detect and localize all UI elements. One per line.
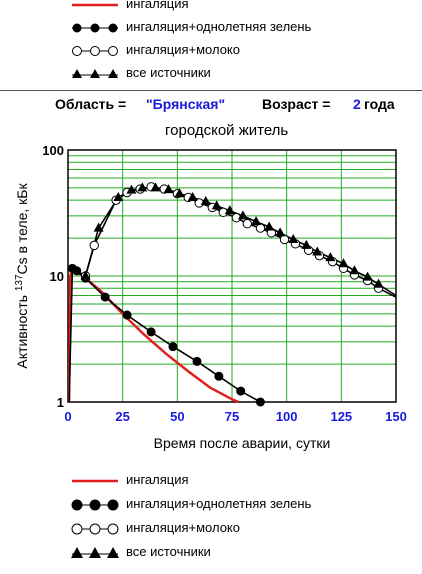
data-point-greens — [146, 327, 156, 337]
x-tick-label: 125 — [330, 409, 352, 424]
data-point-all — [174, 188, 185, 198]
data-point-greens — [168, 342, 178, 352]
legend-label: ингаляция+молоко — [126, 520, 240, 535]
data-point-greens — [214, 371, 224, 381]
data-point-greens — [122, 310, 132, 320]
y-axis-label-suffix: Cs в теле, кБк — [14, 183, 30, 275]
age-unit: года — [364, 96, 395, 112]
y-axis-label-superscript: 137 — [14, 274, 25, 291]
data-point-all — [211, 200, 222, 210]
data-point-all — [187, 191, 198, 201]
data-point-greens — [192, 356, 202, 366]
legend-label: ингаляция+однолетняя зелень — [126, 496, 312, 511]
data-point-greens — [236, 386, 246, 396]
age-value: 2 — [353, 96, 361, 112]
legend-swatch-filled-triangles — [72, 69, 118, 78]
data-point-all — [163, 184, 174, 194]
data-point-all — [137, 182, 148, 192]
data-point-all — [325, 252, 336, 262]
legend-label: все источники — [126, 65, 211, 80]
y-tick-label: 100 — [42, 143, 64, 158]
x-tick-label: 50 — [170, 409, 184, 424]
data-point-milk — [89, 240, 99, 251]
legend-swatch-red-line — [72, 3, 118, 7]
y-tick-label: 10 — [50, 269, 64, 284]
data-point-greens — [100, 292, 110, 302]
data-point-all — [80, 270, 91, 280]
x-tick-label: 0 — [64, 409, 71, 424]
age-label: Возраст = — [262, 96, 331, 112]
x-axis-label: Время после аварии, сутки — [154, 435, 331, 451]
data-point-greens — [255, 397, 265, 407]
y-axis-label: Активность 137Cs в теле, кБк — [14, 183, 31, 369]
data-point-all — [224, 205, 235, 215]
data-point-milk — [279, 234, 290, 245]
legend-swatch-open-circles — [72, 46, 118, 56]
legend-swatch-filled-circles — [72, 23, 118, 33]
data-point-all — [150, 182, 161, 192]
data-point-milk — [242, 219, 253, 229]
legend-label: ингаляция+молоко — [126, 42, 240, 57]
y-tick-label: 1 — [57, 395, 64, 410]
data-point-all — [264, 221, 275, 231]
data-point-all — [338, 258, 349, 268]
data-point-milk — [255, 223, 266, 233]
data-point-all — [362, 271, 373, 281]
chart: 0 25 50 75 100 125 150 1 10 100 Время после авари… — [14, 143, 407, 451]
section-divider — [0, 90, 422, 91]
y-axis-label-prefix: Активность — [14, 291, 30, 368]
legend-label: ингаляция — [126, 0, 189, 11]
series-line-4 — [84, 187, 397, 297]
data-point-all — [301, 239, 312, 249]
chart-series — [67, 182, 397, 407]
legend-swatch-red-line — [72, 479, 118, 483]
data-point-all — [237, 210, 248, 220]
legend-swatch-filled-triangles — [71, 547, 119, 558]
chart-ticks: 0 25 50 75 100 125 150 1 10 100 — [42, 143, 407, 424]
x-tick-label: 25 — [115, 409, 129, 424]
data-point-all — [113, 191, 124, 201]
region-value: "Брянская" — [146, 96, 226, 112]
data-point-all — [126, 184, 137, 194]
legend-label: все источники — [126, 544, 211, 559]
region-label: Область = — [55, 96, 127, 112]
data-point-all — [93, 222, 104, 232]
data-point-all — [275, 227, 286, 237]
chart-grid — [68, 150, 396, 402]
legend-swatch-filled-circles — [71, 499, 119, 511]
legend-swatch-open-circles — [71, 523, 119, 535]
data-point-all — [251, 216, 262, 226]
legend-label: ингаляция+однолетняя зелень — [126, 19, 312, 34]
data-point-all — [312, 246, 323, 256]
x-tick-label: 150 — [385, 409, 407, 424]
data-point-all — [200, 196, 211, 206]
chart-subtitle: городской житель — [165, 122, 289, 139]
x-tick-label: 75 — [225, 409, 239, 424]
data-point-greens — [72, 266, 82, 276]
data-point-all — [349, 265, 360, 275]
data-point-all — [373, 278, 384, 288]
plot-frame — [67, 149, 397, 403]
legend-label: ингаляция — [126, 472, 189, 487]
x-tick-label: 100 — [276, 409, 298, 424]
data-point-all — [288, 233, 299, 243]
